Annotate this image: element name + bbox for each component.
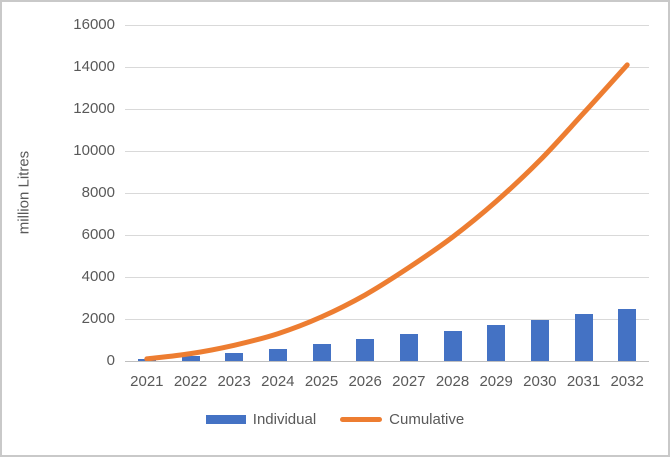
y-tick-label-12000: 12000 [73,100,115,117]
x-tick-label-2028: 2028 [435,373,470,390]
bar-2029 [487,325,506,361]
bar-2027 [399,333,418,361]
gridline-6000 [125,235,649,236]
bar-2026 [356,338,375,361]
x-tick-label-2032: 2032 [610,373,644,390]
gridline-12000 [125,109,649,110]
bar-2023 [225,352,244,361]
line-series-cumulative [144,62,630,362]
gridline-8000 [125,193,649,194]
cumulative-line-path [144,62,630,362]
y-tick-label-4000: 4000 [81,268,115,285]
x-tick-label-2024: 2024 [261,373,295,390]
legend-item-individual: Individual [205,411,317,428]
bar-2032 [618,308,637,361]
y-tick-label-8000: 8000 [81,184,115,201]
y-tick-label-6000: 6000 [81,226,115,243]
gridline-2000 [125,319,649,320]
bar-2030 [530,320,549,361]
y-tick-label-2000: 2000 [81,310,115,327]
y-tick-label-14000: 14000 [73,58,115,75]
gridline-4000 [125,277,649,278]
gridline-16000 [125,25,649,26]
legend-bar-swatch-icon [205,415,246,424]
x-tick-label-2022: 2022 [173,373,208,390]
x-tick-label-2026: 2026 [348,373,382,390]
legend-line-swatch-icon [340,417,383,422]
bar-2025 [312,344,331,361]
y-tick-label-10000: 10000 [73,142,115,159]
x-tick-label-2029: 2029 [479,373,513,390]
x-tick-label-2021: 2021 [130,373,164,390]
y-axis-title: million Litres [15,150,33,235]
x-tick-label-2023: 2023 [217,373,251,390]
bar-2031 [574,313,593,361]
bar-2024 [268,349,287,361]
legend: Individual Cumulative [2,411,668,428]
x-axis-line [125,361,649,362]
y-tick-label-16000: 16000 [73,16,115,33]
gridline-10000 [125,151,649,152]
legend-label-individual: Individual [252,411,317,428]
x-tick-label-2031: 2031 [566,373,601,390]
x-tick-label-2030: 2030 [523,373,557,390]
gridline-14000 [125,67,649,68]
legend-item-cumulative: Cumulative [340,411,464,428]
x-tick-label-2027: 2027 [392,373,426,390]
x-tick-label-2025: 2025 [304,373,339,390]
bar-2022 [181,355,200,361]
y-tick-label-0: 0 [106,352,115,369]
plot-area [125,25,649,362]
bar-2028 [443,330,462,361]
legend-label-cumulative: Cumulative [389,411,465,428]
